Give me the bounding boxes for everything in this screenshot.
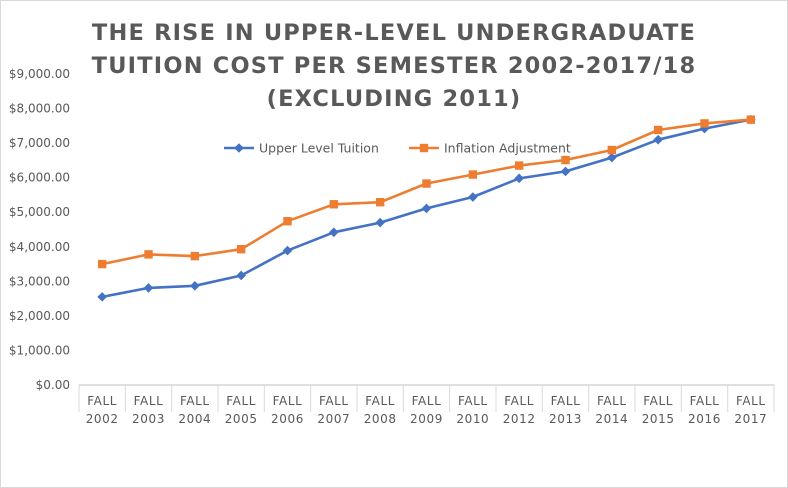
- x-tick-label-line-2: 2017: [734, 412, 767, 426]
- data-point-inflation-adjustment: [190, 251, 200, 261]
- data-point-upper-level-tuition: [236, 270, 246, 281]
- data-point-upper-level-tuition: [468, 192, 478, 202]
- chart-title-line-2: TUITION COST PER SEMESTER 2002-2017/18: [91, 53, 697, 79]
- y-tick-label: $8,000.00: [9, 102, 70, 116]
- data-point-inflation-adjustment: [422, 179, 431, 188]
- y-tick-label: $5,000.00: [9, 205, 70, 219]
- chart-title-line-1: THE RISE IN UPPER-LEVEL UNDERGRADUATE: [91, 20, 697, 46]
- data-point-inflation-adjustment: [329, 200, 339, 209]
- y-tick-label: $0.00: [36, 378, 70, 392]
- x-tick-label-line-1: FALL: [134, 394, 164, 408]
- x-tick-label-line-2: 2003: [132, 412, 165, 426]
- x-tick-label-line-1: FALL: [643, 394, 673, 408]
- chart-title-line-3: (EXCLUDING 2011): [266, 86, 522, 112]
- y-tick-label: $7,000.00: [9, 136, 70, 150]
- data-point-upper-level-tuition: [699, 123, 710, 134]
- y-tick-label: $3,000.00: [9, 274, 70, 288]
- x-tick-label-line-2: 2016: [688, 412, 721, 426]
- data-point-inflation-adjustment: [514, 161, 524, 170]
- x-tick-label-line-1: FALL: [597, 394, 627, 408]
- y-tick-label: $6,000.00: [9, 171, 70, 185]
- data-point-upper-level-tuition: [375, 217, 385, 228]
- data-point-inflation-adjustment: [561, 155, 570, 165]
- x-tick-label-line-2: 2004: [178, 412, 211, 426]
- y-tick-label: $9,000.00: [9, 67, 70, 81]
- x-tick-label-line-2: 2015: [642, 412, 675, 426]
- data-point-upper-level-tuition: [421, 203, 432, 214]
- y-tick-label: $4,000.00: [9, 240, 70, 254]
- x-tick-label-line-1: FALL: [551, 394, 581, 408]
- legend-marker-upper-level-tuition: [234, 143, 244, 153]
- data-point-inflation-adjustment: [653, 125, 663, 135]
- data-point-upper-level-tuition: [143, 283, 154, 293]
- x-tick-label-line-1: FALL: [504, 394, 534, 408]
- data-point-upper-level-tuition: [514, 173, 524, 184]
- data-point-inflation-adjustment: [746, 115, 756, 124]
- data-point-upper-level-tuition: [97, 292, 107, 302]
- data-point-inflation-adjustment: [700, 119, 709, 128]
- data-point-inflation-adjustment: [468, 170, 478, 179]
- data-point-upper-level-tuition: [653, 134, 663, 145]
- data-point-upper-level-tuition: [329, 227, 339, 238]
- x-tick-label-line-2: 2014: [595, 412, 628, 426]
- x-tick-label-line-1: FALL: [87, 394, 117, 408]
- x-tick-label-line-1: FALL: [180, 394, 210, 408]
- x-tick-label-line-1: FALL: [319, 394, 349, 408]
- data-point-inflation-adjustment: [375, 198, 385, 207]
- data-point-upper-level-tuition: [190, 281, 200, 291]
- data-point-upper-level-tuition: [607, 152, 617, 163]
- x-tick-label-line-2: 2009: [410, 412, 443, 426]
- legend-label-upper-level-tuition: Upper Level Tuition: [259, 141, 379, 156]
- data-point-upper-level-tuition: [560, 166, 571, 177]
- legend-marker-inflation-adjustment: [419, 143, 429, 153]
- data-point-inflation-adjustment: [144, 250, 153, 259]
- x-tick-label-line-1: FALL: [690, 394, 720, 408]
- x-tick-label-line-1: FALL: [226, 394, 256, 408]
- x-tick-label-line-1: FALL: [412, 394, 442, 408]
- x-tick-label-line-2: 2006: [271, 412, 304, 426]
- x-tick-label-line-2: 2007: [317, 412, 350, 426]
- y-tick-label: $2,000.00: [9, 309, 70, 323]
- x-tick-label-line-2: 2008: [364, 412, 397, 426]
- data-point-upper-level-tuition: [282, 245, 293, 256]
- x-tick-label-line-2: 2013: [549, 412, 582, 426]
- legend-label-inflation-adjustment: Inflation Adjustment: [444, 141, 571, 156]
- x-tick-label-line-1: FALL: [365, 394, 395, 408]
- y-tick-label: $1,000.00: [9, 343, 70, 357]
- data-point-inflation-adjustment: [97, 259, 107, 269]
- data-point-inflation-adjustment: [283, 217, 292, 226]
- x-tick-label-line-1: FALL: [273, 394, 303, 408]
- x-tick-label-line-2: 2010: [456, 412, 489, 426]
- x-tick-label-line-2: 2012: [503, 412, 536, 426]
- data-point-inflation-adjustment: [607, 145, 617, 155]
- data-point-inflation-adjustment: [236, 244, 246, 254]
- x-tick-label-line-1: FALL: [458, 394, 488, 408]
- x-tick-label-line-2: 2002: [86, 412, 119, 426]
- x-tick-label-line-2: 2005: [225, 412, 258, 426]
- x-tick-label-line-1: FALL: [736, 394, 766, 408]
